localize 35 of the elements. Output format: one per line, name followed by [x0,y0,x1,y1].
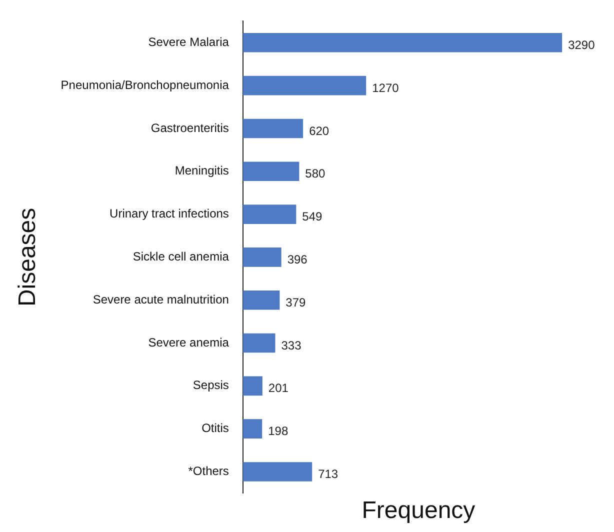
y-tick-label: Gastroenteritis [150,120,229,135]
data-label: 396 [287,252,308,267]
bar [242,162,300,182]
data-label: 713 [318,467,338,482]
bar [242,462,312,482]
y-tick-label: Urinary tract infections [110,206,229,221]
data-label: 549 [302,210,323,224]
data-label: 379 [286,295,306,310]
data-label: 3290 [568,38,596,52]
data-label: 580 [305,166,326,181]
bar [242,76,366,96]
data-label: 198 [268,424,288,438]
bar [242,248,282,267]
y-tick-label: Meningitis [174,164,229,178]
y-tick-label: Otitis [202,421,229,436]
bar [242,290,280,310]
y-tick-label: Severe Malaria [148,34,230,49]
data-label: 201 [268,381,289,396]
data-label: 1270 [372,80,400,95]
bar [242,33,562,52]
y-tick-label: Pneumonia/Bronchopneumonia [60,78,230,92]
data-label: 333 [281,338,302,352]
y-tick-label: *Others [188,464,229,478]
y-tick-label: Severe acute malnutrition [92,292,229,306]
bar [242,204,296,224]
x-axis-title: Frequency [362,497,476,524]
bar [242,376,262,396]
bar [242,419,262,438]
data-label: 620 [309,124,330,138]
bar [242,118,304,138]
bar [242,333,276,353]
y-tick-label: Severe anemia [148,335,230,350]
y-tick-label: Sepsis [192,378,229,392]
y-axis-title: Diseases [14,208,42,307]
y-tick-label: Sickle cell anemia [132,250,230,264]
